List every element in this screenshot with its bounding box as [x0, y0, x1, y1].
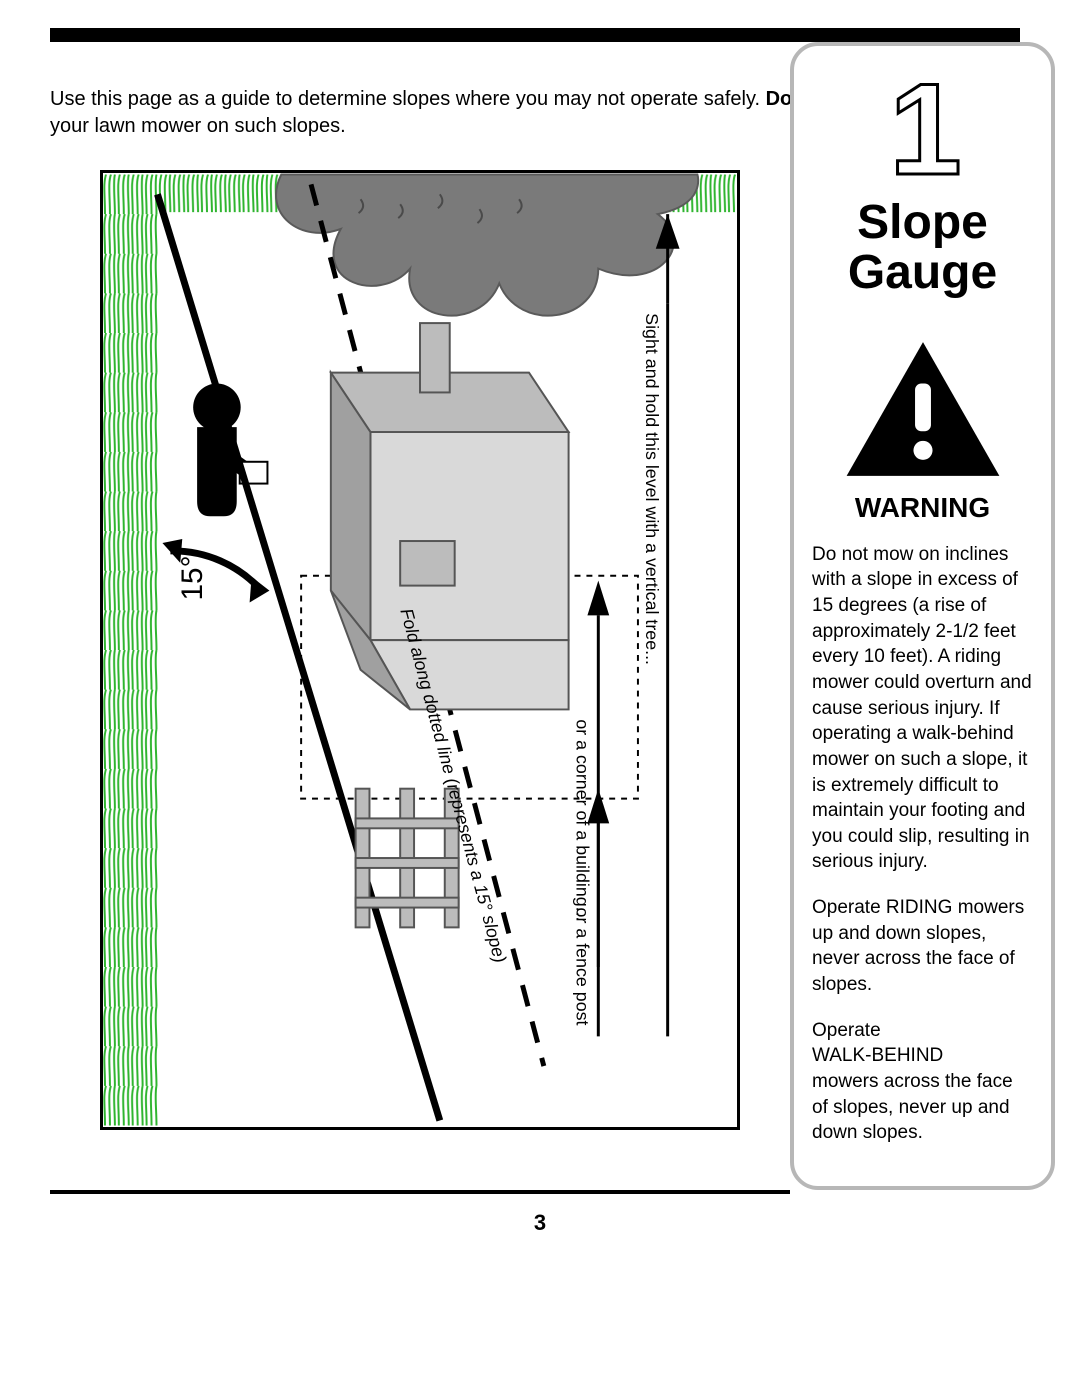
slope-gauge-diagram: 15° — [100, 170, 740, 1130]
page-number: 3 — [0, 1210, 1080, 1236]
intro-text-1: Use this page as a guide to determine sl… — [50, 88, 766, 110]
diagram-svg: 15° — [103, 173, 737, 1127]
warning-body: Do not mow on inclines with a slope in e… — [812, 542, 1033, 1146]
angle-15-label: 15° — [176, 556, 209, 601]
warning-para-2: Operate RIDING mowers up and down slopes… — [812, 895, 1033, 998]
warning-para-1: Do not mow on inclines with a slope in e… — [812, 542, 1033, 875]
warning-para-3: Operate WALK-BEHIND mowers across the fa… — [812, 1018, 1033, 1146]
sight-fence-label: or a fence post — [573, 908, 593, 1026]
sidebar-panel: 1 Slope Gauge WARNING Do not mow on incl… — [790, 42, 1055, 1190]
intro-text-2: your lawn mower on such slopes. — [50, 115, 346, 137]
chapter-number: 1 — [812, 64, 1033, 194]
chapter-title: Slope Gauge — [812, 198, 1033, 299]
sight-tree-label: Sight and hold this level with a vertica… — [642, 313, 662, 665]
title-line-1: Slope — [857, 196, 988, 249]
top-rule — [50, 28, 1020, 42]
title-line-2: Gauge — [848, 246, 997, 299]
warning-heading: WARNING — [812, 492, 1033, 524]
bottom-rule — [50, 1190, 790, 1194]
warning-triangle-icon — [812, 339, 1033, 484]
